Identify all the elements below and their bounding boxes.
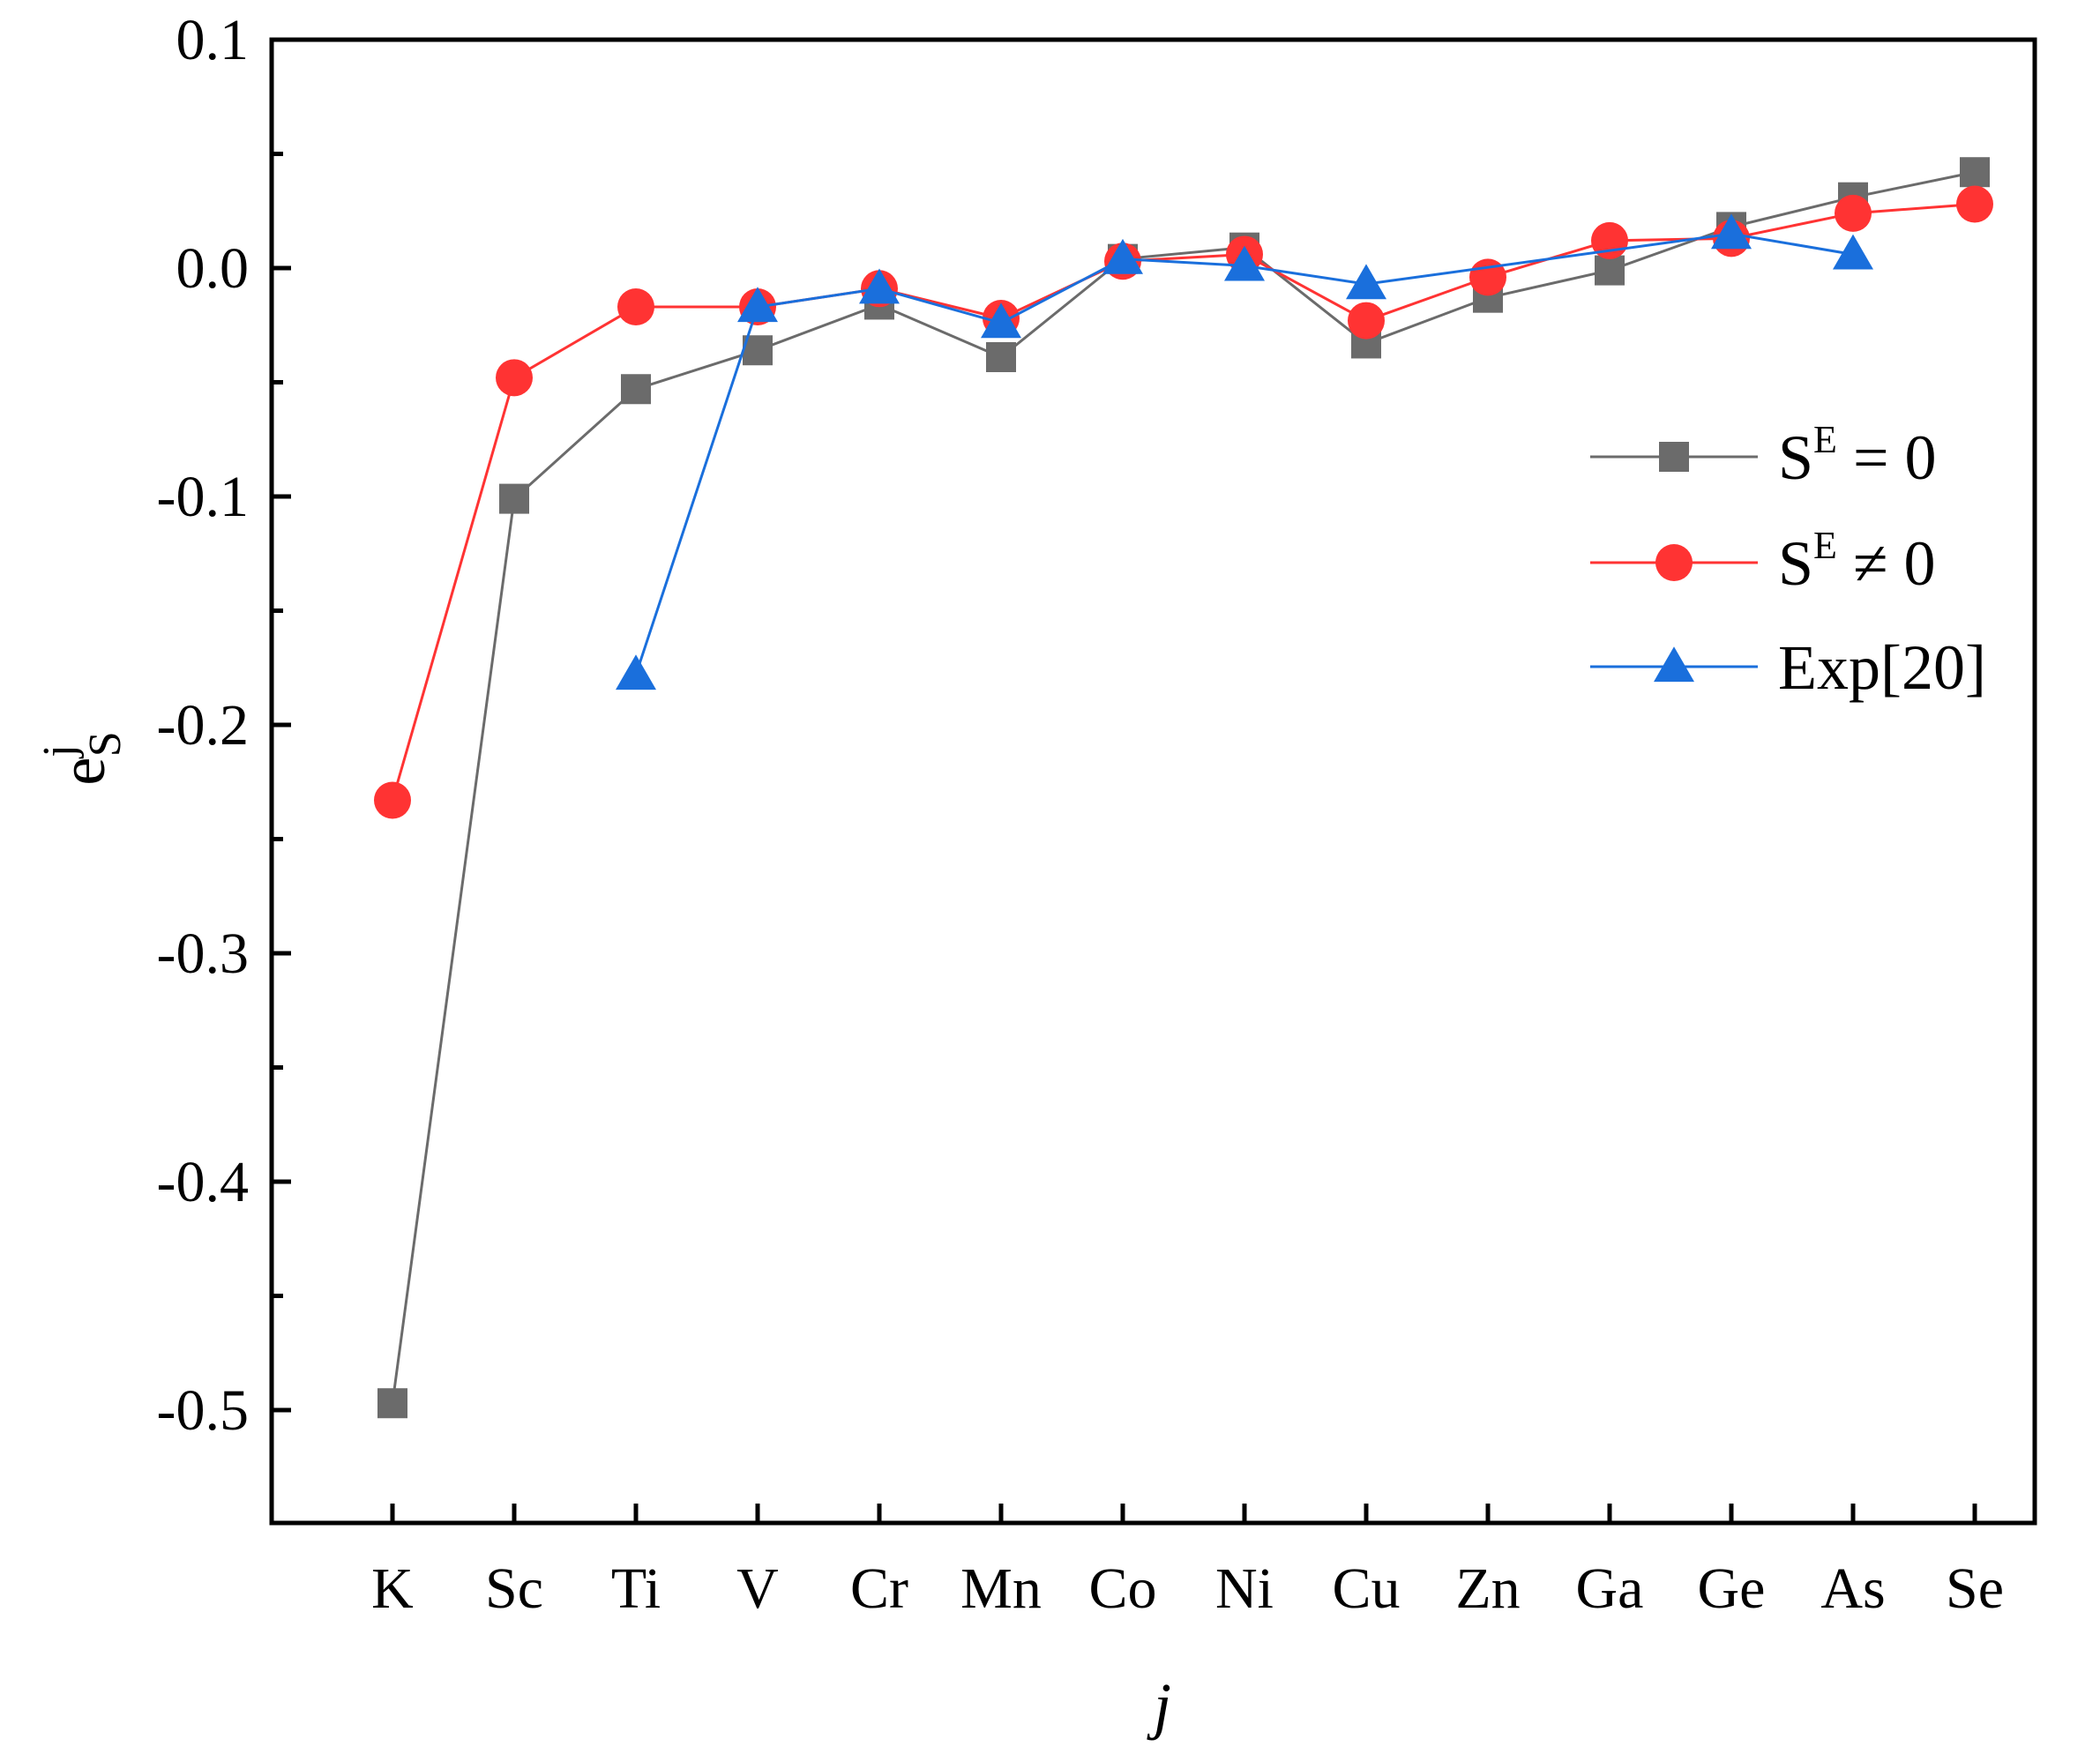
data-point <box>1711 213 1752 250</box>
x-tick-label: K <box>371 1556 414 1621</box>
legend-marker <box>1659 442 1689 472</box>
x-tick-label: Ge <box>1698 1556 1766 1621</box>
data-point <box>1346 264 1386 300</box>
y-axis-label-sub: S <box>80 731 131 757</box>
x-tick-label: V <box>736 1556 779 1621</box>
x-tick-label: Zn <box>1455 1556 1520 1621</box>
x-tick-label: Ti <box>611 1556 661 1621</box>
svg-text:ejS: ejS <box>34 731 131 785</box>
data-point <box>496 359 533 397</box>
legend-marker <box>1655 544 1693 581</box>
data-point <box>621 374 651 405</box>
data-point <box>1835 194 1872 232</box>
x-tick-label: As <box>1820 1556 1885 1621</box>
x-axis-label: j <box>1147 1670 1171 1741</box>
y-tick-label: 0.1 <box>176 8 250 72</box>
data-point <box>499 483 529 514</box>
y-axis-label-sup: j <box>34 744 85 758</box>
legend-item: SE ≠ 0 <box>1590 524 1935 599</box>
data-point <box>737 287 778 323</box>
legend: SE = 0 SE ≠ 0 Exp[20] <box>1590 418 1986 703</box>
y-tick-labels: 0.1 0.0 -0.1 -0.2 -0.3 -0.4 -0.5 <box>157 8 249 1443</box>
y-tick-label: -0.5 <box>157 1378 249 1443</box>
y-tick-label: -0.2 <box>157 693 249 758</box>
data-point <box>1956 185 1993 223</box>
plot-area <box>269 37 2037 1526</box>
x-tick-label: Ga <box>1576 1556 1644 1621</box>
x-tick-labels: K Sc Ti V Cr Mn Co Ni Cu Zn Ga Ge As Se <box>371 1556 2004 1621</box>
legend-label: SE = 0 <box>1778 418 1937 493</box>
data-point <box>377 1388 407 1419</box>
x-tick-label: Cu <box>1332 1556 1400 1621</box>
data-point <box>859 268 900 304</box>
plot-border <box>269 37 2037 1526</box>
data-point <box>616 654 656 690</box>
y-tick-label: -0.4 <box>157 1150 249 1214</box>
y-tick-label: -0.1 <box>157 465 249 529</box>
y-tick-label: -0.3 <box>157 922 249 986</box>
data-point <box>1102 238 1143 274</box>
legend-marker <box>1654 646 1694 683</box>
data-point <box>1595 255 1625 286</box>
data-point <box>1833 234 1873 270</box>
legend-label: Exp[20] <box>1778 632 1986 703</box>
legend-label: SE ≠ 0 <box>1778 524 1935 599</box>
data-point <box>1224 245 1265 281</box>
x-tick-label: Ni <box>1215 1556 1274 1621</box>
data-point <box>1348 302 1385 340</box>
axis-ticks <box>272 37 1977 1523</box>
series-line <box>391 170 1976 1404</box>
data-point <box>374 781 411 819</box>
series-layer <box>374 157 1993 1419</box>
x-tick-label: Sc <box>485 1556 543 1621</box>
x-tick-label: Se <box>1946 1556 2004 1621</box>
x-tick-label: Cr <box>850 1556 908 1621</box>
data-point <box>617 288 654 326</box>
x-tick-label: Co <box>1088 1556 1156 1621</box>
data-point <box>986 342 1016 373</box>
series-se-nonzero <box>374 185 1993 819</box>
data-point <box>981 302 1021 339</box>
series-exp20 <box>616 213 1873 690</box>
legend-item: SE = 0 <box>1590 418 1937 493</box>
y-tick-label: 0.0 <box>176 236 250 301</box>
legend-item: Exp[20] <box>1590 632 1986 703</box>
data-point <box>1960 157 1990 188</box>
y-axis-label-base: e <box>48 758 118 786</box>
series-se-zero <box>377 157 1990 1419</box>
series-line <box>391 202 1976 801</box>
y-axis-label: ejS <box>34 731 131 785</box>
x-tick-label: Mn <box>960 1556 1042 1621</box>
